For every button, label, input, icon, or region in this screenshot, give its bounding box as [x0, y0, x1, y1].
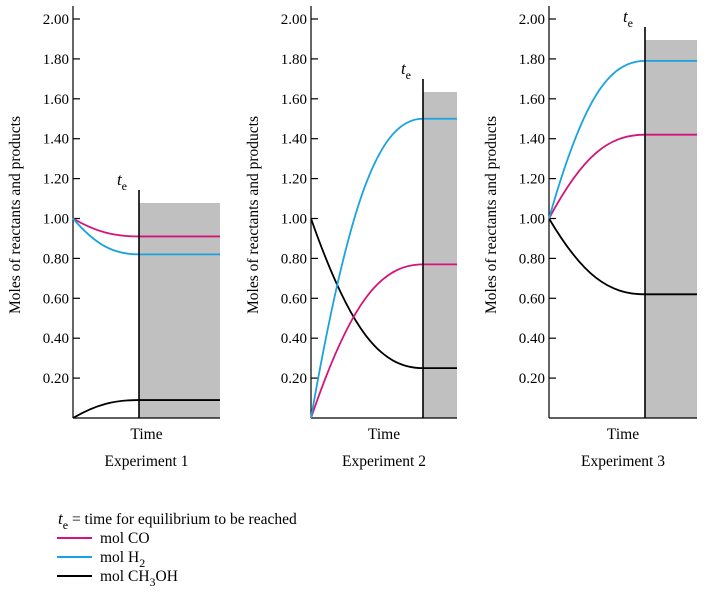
- series-ch3oh-2: [310, 218, 457, 370]
- y-tick-label-2-0: 0.20: [281, 371, 307, 387]
- y-tick-label-1-3: 0.80: [43, 251, 69, 267]
- y-tick-label-3-2: 0.60: [519, 291, 545, 307]
- y-tick-label-2-7: 1.60: [281, 92, 307, 108]
- series-co-3: [548, 133, 697, 219]
- x-axis-title-2: Time: [368, 426, 400, 443]
- y-tick-label-3-9: 2.00: [519, 12, 545, 28]
- y-tick-label-3-5: 1.20: [519, 172, 545, 188]
- chart-experiment-2: 0.20 0.40 0.60 0.80 1.00 1.20 1.40 1.60 1.80 2.00…: [245, 6, 457, 470]
- chart-experiment-3: 0.20 0.40 0.60 0.80 1.00 1.20 1.40 1.60 1.80 2.00…: [483, 6, 697, 470]
- y-tick-label-1-8: 1.80: [43, 52, 69, 68]
- y-tick-label-3-0: 0.20: [519, 371, 545, 387]
- y-tick-label-2-9: 2.00: [281, 12, 307, 28]
- series-h2-2: [310, 117, 457, 419]
- y-tick-label-2-2: 0.60: [281, 291, 307, 307]
- legend-label-h2: mol H2: [100, 549, 145, 570]
- y-axis-title-3: Moles of reactants and products: [483, 116, 500, 314]
- te-label-3: te: [623, 7, 633, 30]
- y-tick-label-1-6: 1.40: [43, 132, 69, 148]
- y-tick-label-2-8: 1.80: [281, 52, 307, 68]
- series-co-2: [310, 263, 457, 419]
- experiment-title-3: Experiment 3: [581, 453, 665, 470]
- y-tick-label-3-8: 1.80: [519, 52, 545, 68]
- equilibrium-region-2: [423, 92, 457, 418]
- legend-label-ch3oh: mol CH3OH: [100, 568, 178, 589]
- te-label-2: te: [401, 59, 411, 82]
- legend-label-co: mol CO: [100, 530, 150, 547]
- x-axis-title-3: Time: [607, 426, 639, 443]
- experiment-title-1: Experiment 1: [105, 453, 189, 470]
- y-tick-label-3-7: 1.60: [519, 92, 545, 108]
- y-tick-label-1-1: 0.40: [43, 331, 69, 347]
- y-tick-label-1-5: 1.20: [43, 172, 69, 188]
- y-tick-label-1-9: 2.00: [43, 12, 69, 28]
- y-tick-label-1-0: 0.20: [43, 371, 69, 387]
- legend-te-definition: te = time for equilibrium to be reached: [58, 509, 297, 532]
- x-axis-title-1: Time: [130, 426, 162, 443]
- series-h2-3: [548, 59, 697, 219]
- chart-experiment-1: 0.20 0.40 0.60 0.80 1.00 1.20 1.40 1.60 1.80 2.00…: [7, 6, 220, 470]
- y-tick-label-2-6: 1.40: [281, 132, 307, 148]
- equilibrium-region-1: [139, 203, 220, 418]
- y-tick-label-1-4: 1.00: [43, 212, 69, 228]
- y-tick-label-1-7: 1.60: [43, 92, 69, 108]
- y-tick-label-3-4: 1.00: [519, 212, 545, 228]
- te-label-1: te: [117, 170, 127, 193]
- y-tick-label-1-2: 0.60: [43, 291, 69, 307]
- y-axis-title-2: Moles of reactants and products: [245, 116, 262, 314]
- y-tick-label-2-4: 1.00: [281, 212, 307, 228]
- y-tick-label-2-1: 0.40: [281, 331, 307, 347]
- equilibrium-region-3: [645, 40, 697, 418]
- y-tick-label-3-6: 1.40: [519, 132, 545, 148]
- legend: te = time for equilibrium to be reachedm…: [57, 509, 297, 589]
- y-axis-title-1: Moles of reactants and products: [7, 116, 24, 314]
- experiment-title-2: Experiment 2: [342, 453, 426, 470]
- series-ch3oh-3: [548, 218, 697, 296]
- y-tick-label-2-5: 1.20: [281, 172, 307, 188]
- y-tick-label-3-1: 0.40: [519, 331, 545, 347]
- y-tick-label-3-3: 0.80: [519, 251, 545, 267]
- y-tick-label-2-3: 0.80: [281, 251, 307, 267]
